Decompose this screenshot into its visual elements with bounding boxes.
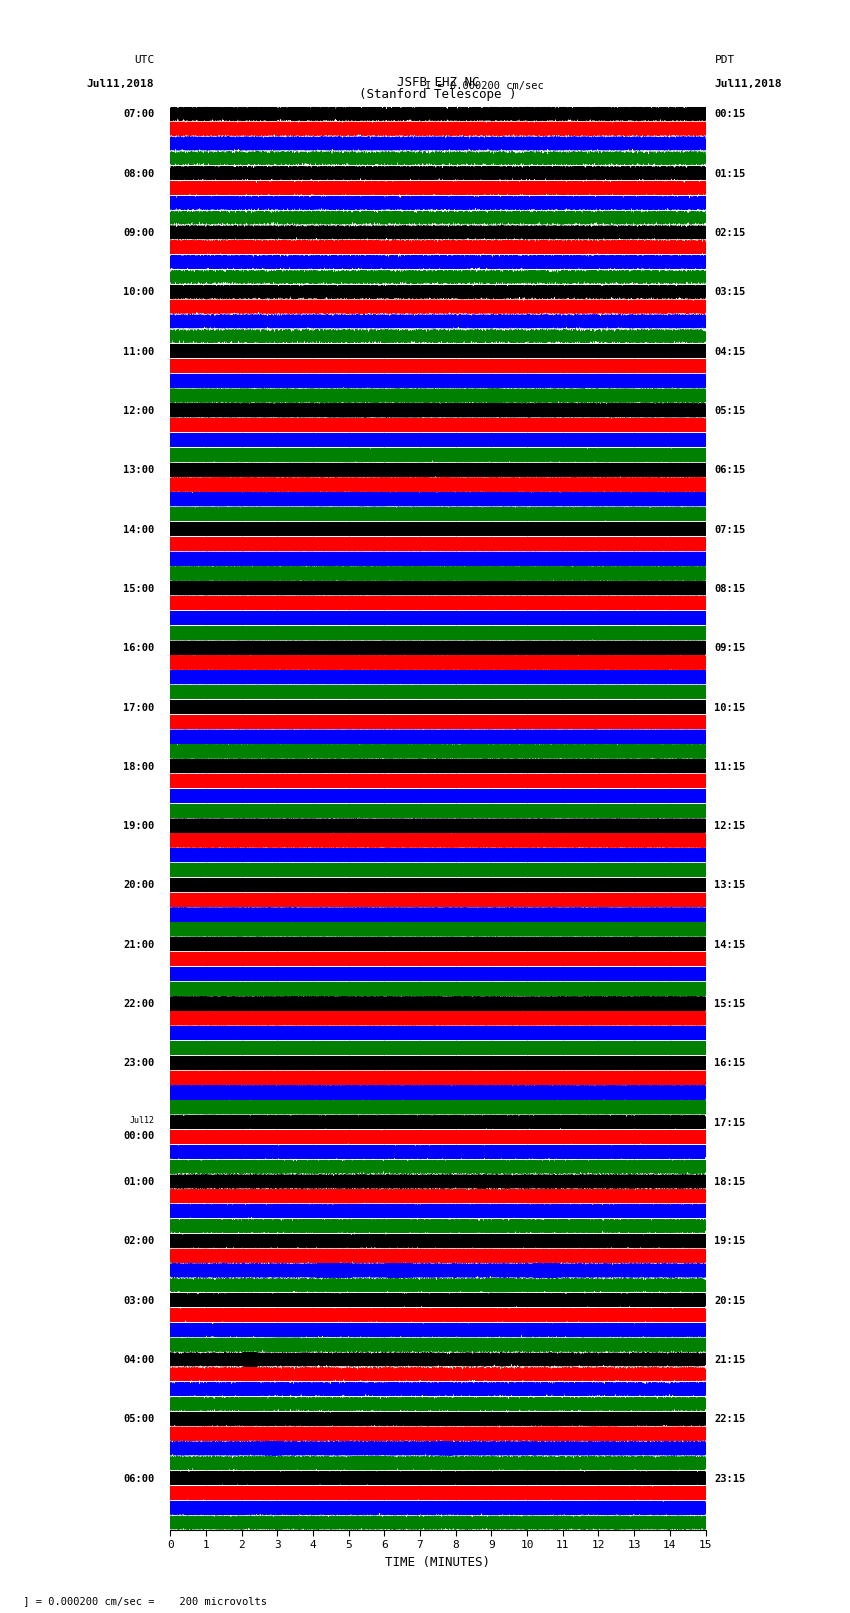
Text: 05:00: 05:00 [123, 1415, 154, 1424]
Text: 01:00: 01:00 [123, 1177, 154, 1187]
Text: 11:15: 11:15 [715, 761, 745, 773]
Text: 23:00: 23:00 [123, 1058, 154, 1068]
Text: 05:15: 05:15 [715, 406, 745, 416]
Text: 04:00: 04:00 [123, 1355, 154, 1365]
Text: 13:00: 13:00 [123, 465, 154, 476]
Text: 18:15: 18:15 [715, 1177, 745, 1187]
Text: 20:00: 20:00 [123, 881, 154, 890]
Text: 12:00: 12:00 [123, 406, 154, 416]
Text: 11:00: 11:00 [123, 347, 154, 356]
Text: Jul12: Jul12 [129, 1116, 154, 1124]
Text: 02:15: 02:15 [715, 227, 745, 239]
Text: 16:00: 16:00 [123, 644, 154, 653]
Text: Jul11,2018: Jul11,2018 [715, 79, 782, 89]
Text: 00:00: 00:00 [123, 1131, 154, 1142]
Text: 20:15: 20:15 [715, 1295, 745, 1305]
Text: UTC: UTC [134, 55, 154, 65]
Text: 16:15: 16:15 [715, 1058, 745, 1068]
Text: 15:00: 15:00 [123, 584, 154, 594]
Text: 09:00: 09:00 [123, 227, 154, 239]
Text: ] = 0.000200 cm/sec =    200 microvolts: ] = 0.000200 cm/sec = 200 microvolts [17, 1597, 267, 1607]
Text: 04:15: 04:15 [715, 347, 745, 356]
Text: 08:15: 08:15 [715, 584, 745, 594]
Text: 21:00: 21:00 [123, 940, 154, 950]
Text: 07:15: 07:15 [715, 524, 745, 534]
Text: (Stanford Telescope ): (Stanford Telescope ) [360, 87, 517, 100]
Text: 10:15: 10:15 [715, 703, 745, 713]
Text: Jul11,2018: Jul11,2018 [87, 79, 154, 89]
Text: 15:15: 15:15 [715, 998, 745, 1010]
Text: 03:00: 03:00 [123, 1295, 154, 1305]
Text: I = 0.000200 cm/sec: I = 0.000200 cm/sec [425, 81, 544, 90]
Text: 00:15: 00:15 [715, 110, 745, 119]
Text: 18:00: 18:00 [123, 761, 154, 773]
Text: 14:00: 14:00 [123, 524, 154, 534]
Text: 17:15: 17:15 [715, 1118, 745, 1127]
Text: 17:00: 17:00 [123, 703, 154, 713]
Text: 19:00: 19:00 [123, 821, 154, 831]
Text: PDT: PDT [715, 55, 734, 65]
Text: 10:00: 10:00 [123, 287, 154, 297]
Text: 09:15: 09:15 [715, 644, 745, 653]
Text: 06:15: 06:15 [715, 465, 745, 476]
Text: 22:15: 22:15 [715, 1415, 745, 1424]
Text: 22:00: 22:00 [123, 998, 154, 1010]
Text: 08:00: 08:00 [123, 169, 154, 179]
Text: 23:15: 23:15 [715, 1474, 745, 1484]
Text: 21:15: 21:15 [715, 1355, 745, 1365]
Text: JSFB EHZ NC: JSFB EHZ NC [397, 76, 479, 89]
Text: 02:00: 02:00 [123, 1237, 154, 1247]
Text: 01:15: 01:15 [715, 169, 745, 179]
Text: 07:00: 07:00 [123, 110, 154, 119]
Text: 13:15: 13:15 [715, 881, 745, 890]
Text: 12:15: 12:15 [715, 821, 745, 831]
Text: 06:00: 06:00 [123, 1474, 154, 1484]
Text: 03:15: 03:15 [715, 287, 745, 297]
Text: 14:15: 14:15 [715, 940, 745, 950]
X-axis label: TIME (MINUTES): TIME (MINUTES) [385, 1557, 490, 1569]
Text: 19:15: 19:15 [715, 1237, 745, 1247]
